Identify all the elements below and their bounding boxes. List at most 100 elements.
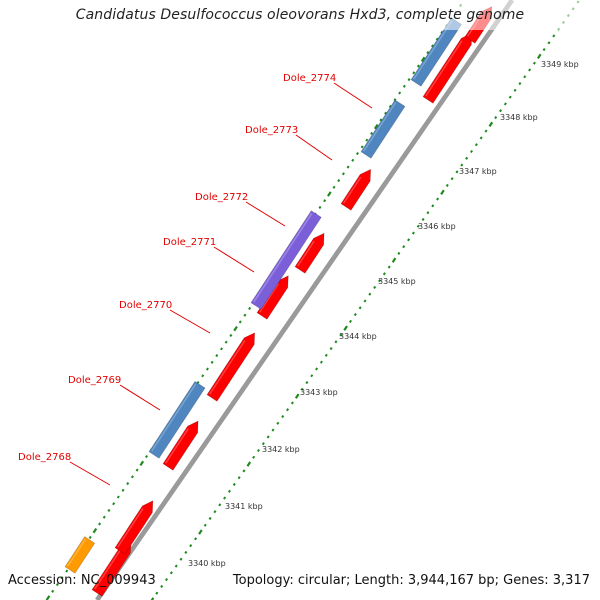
tick-mark bbox=[470, 149, 473, 154]
tick-mark bbox=[135, 468, 139, 472]
tick-mark bbox=[150, 597, 155, 600]
title-backdrop bbox=[440, 0, 600, 30]
scale-label: 3347 kbp bbox=[459, 167, 497, 176]
tick-mark bbox=[421, 217, 425, 222]
tick-mark bbox=[248, 306, 252, 311]
tick-mark bbox=[155, 591, 159, 595]
label-leader-line bbox=[69, 461, 111, 486]
tick-mark bbox=[198, 529, 203, 535]
scale-label: 3345 kbp bbox=[378, 277, 416, 286]
scale-label: 3348 kbp bbox=[500, 113, 538, 122]
tick-mark bbox=[499, 109, 503, 113]
gene-label[interactable]: Dole_2774 bbox=[283, 73, 336, 84]
gene-label[interactable]: Dole_2768 bbox=[18, 452, 71, 463]
tick-mark bbox=[398, 91, 402, 95]
orange-gene-block-shade bbox=[67, 538, 86, 567]
purple-gene-block bbox=[250, 210, 322, 310]
tick-mark bbox=[305, 380, 309, 385]
tick-mark bbox=[218, 503, 222, 507]
tick-mark bbox=[294, 393, 300, 399]
forward-gene-arrow-shade bbox=[259, 283, 280, 313]
tick-mark bbox=[503, 102, 507, 106]
tick-mark bbox=[373, 123, 379, 130]
tick-mark bbox=[508, 95, 512, 99]
tick-mark bbox=[402, 245, 406, 249]
tick-mark bbox=[332, 185, 336, 189]
tick-mark bbox=[223, 496, 227, 500]
tick-mark bbox=[382, 272, 386, 276]
tick-mark bbox=[184, 550, 188, 554]
tick-mark bbox=[397, 251, 401, 255]
tick-mark bbox=[51, 589, 55, 593]
tick-mark bbox=[412, 71, 416, 75]
accession-text: Accession: NC_009943 bbox=[8, 573, 156, 588]
tick-mark bbox=[435, 37, 439, 41]
tick-mark bbox=[450, 177, 454, 181]
tick-mark bbox=[243, 313, 247, 317]
tick-mark bbox=[411, 231, 415, 235]
gene-label-leaders bbox=[69, 82, 373, 486]
forward-gene-arrow bbox=[91, 540, 132, 597]
gene-label[interactable]: Dole_2771 bbox=[163, 237, 216, 248]
gene-label[interactable]: Dole_2770 bbox=[119, 300, 172, 311]
tick-mark bbox=[416, 224, 420, 228]
gene-label[interactable]: Dole_2769 bbox=[68, 375, 121, 386]
tick-mark bbox=[370, 131, 374, 135]
tick-mark bbox=[286, 408, 290, 412]
tick-mark bbox=[426, 211, 430, 215]
label-leader-line bbox=[245, 201, 286, 227]
tick-mark bbox=[210, 360, 214, 364]
tick-mark bbox=[416, 64, 420, 68]
forward-gene-arrow-shade bbox=[94, 548, 122, 590]
tick-mark bbox=[55, 582, 59, 587]
tick-mark bbox=[329, 347, 333, 351]
tick-mark bbox=[387, 265, 391, 269]
gene-label[interactable]: Dole_2772 bbox=[195, 192, 248, 203]
reverse-gene-block-shade bbox=[363, 102, 397, 152]
tick-mark bbox=[393, 98, 397, 102]
tick-mark bbox=[169, 571, 173, 575]
reverse-gene-block-shade bbox=[151, 383, 197, 452]
map-title: Candidatus Desulfococcus oleovorans Hxd3… bbox=[75, 7, 525, 23]
scale-label: 3342 kbp bbox=[262, 445, 300, 454]
tick-mark bbox=[139, 460, 145, 467]
tick-mark bbox=[237, 476, 241, 480]
tick-mark bbox=[391, 257, 397, 263]
tick-mark bbox=[542, 48, 546, 52]
tick-mark bbox=[552, 34, 556, 38]
tick-mark bbox=[324, 353, 328, 357]
gene-label[interactable]: Dole_2773 bbox=[245, 125, 298, 136]
backbone-line bbox=[94, 0, 515, 600]
tick-mark bbox=[194, 537, 198, 541]
label-leader-line bbox=[295, 134, 333, 161]
scale-label: 3341 kbp bbox=[225, 502, 263, 511]
tick-mark bbox=[353, 313, 357, 317]
tick-mark bbox=[348, 319, 352, 323]
tick-mark bbox=[494, 115, 498, 120]
tick-mark bbox=[547, 41, 551, 45]
tick-mark bbox=[445, 183, 449, 188]
tick-mark bbox=[252, 455, 256, 459]
tick-mark bbox=[518, 81, 522, 86]
tick-mark bbox=[355, 152, 359, 156]
tick-mark bbox=[205, 367, 209, 371]
tick-mark bbox=[440, 30, 444, 34]
tick-mark bbox=[536, 53, 542, 60]
scale-labels: 3340 kbp 3341 kbp 3342 kbp 3343 kbp 3344… bbox=[188, 60, 579, 568]
reverse-gene-block-shade bbox=[413, 20, 453, 80]
label-leader-line bbox=[169, 309, 211, 334]
tick-mark bbox=[513, 88, 517, 92]
tick-mark bbox=[315, 367, 319, 371]
tick-mark bbox=[116, 495, 120, 499]
forward-gene-arrow bbox=[294, 232, 325, 274]
tick-mark bbox=[430, 44, 434, 48]
tick-mark bbox=[98, 522, 102, 526]
reverse-gene-block bbox=[360, 99, 406, 159]
outer-tick-track bbox=[150, 0, 580, 600]
tick-mark bbox=[373, 285, 377, 289]
tick-mark bbox=[488, 121, 494, 128]
tick-mark bbox=[232, 482, 236, 487]
tick-mark bbox=[215, 354, 219, 358]
tick-mark bbox=[266, 435, 270, 439]
